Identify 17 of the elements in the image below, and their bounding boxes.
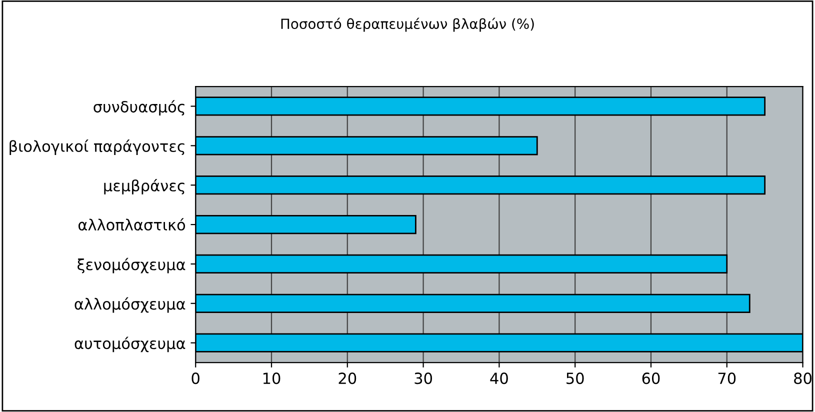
x-tick-label: 0 <box>192 372 200 384</box>
y-tick-label: αλλοπλαστικό <box>78 218 186 231</box>
x-tick-label: 70 <box>718 372 736 384</box>
x-tick-label: 40 <box>490 372 508 384</box>
x-tick-label: 60 <box>642 372 660 384</box>
x-tick-label: 10 <box>263 372 280 384</box>
y-tick-label: αυτομόσχευμα <box>74 336 186 352</box>
y-tick-label: μεμβράνες <box>104 178 184 194</box>
y-tick-label: συνδυασμός <box>94 100 184 116</box>
x-tick-label: 20 <box>338 372 356 384</box>
x-tick-label: 80 <box>794 372 812 384</box>
x-tick-label: 30 <box>414 372 432 384</box>
y-tick-label: αλλομόσχευμα <box>74 297 186 313</box>
y-tick-label: ξενομόσχευμα <box>78 258 186 274</box>
x-tick-label: 50 <box>566 372 584 384</box>
y-tick-label: βιολογικοί παράγοντες <box>10 140 184 155</box>
chart-title: Ποσοστό θεραπευμένων βλαβών (%) <box>281 18 534 32</box>
